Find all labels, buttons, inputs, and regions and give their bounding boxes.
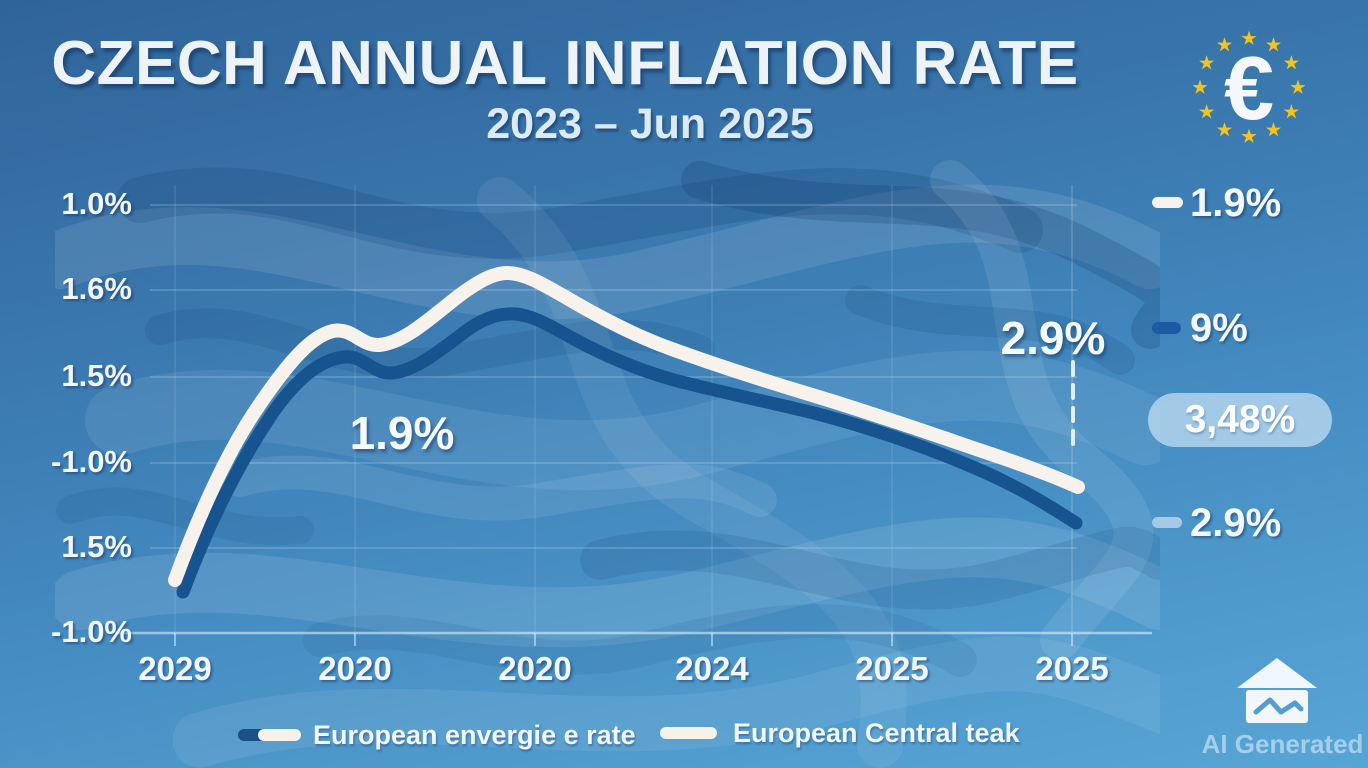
y-tick-label: -1.0% [51, 614, 132, 649]
side-legend-swatch-light-blue [1152, 517, 1182, 528]
page-subtitle: 2023 – Jun 2025 [486, 100, 814, 148]
y-tick-label: 1.5% [61, 358, 132, 393]
y-tick-label: -1.0% [51, 444, 132, 479]
side-legend-swatch-white [1152, 197, 1183, 208]
y-tick-label: 1.0% [61, 186, 132, 221]
eu-star-icon: ★ [1193, 78, 1208, 97]
ai-generated-watermark: AI Generated [1201, 729, 1364, 759]
eu-star-icon: ★ [1199, 54, 1215, 73]
eu-star-icon: ★ [1284, 103, 1300, 122]
series-line-dark-blue [176, 307, 1083, 599]
x-tick-label: 2025 [1035, 650, 1109, 687]
x-tick-label: 2029 [138, 650, 212, 687]
eu-star-icon: ★ [1284, 54, 1300, 73]
series-line-white [168, 266, 1085, 587]
eu-star-icon: ★ [1199, 103, 1215, 122]
x-tick-label: 2025 [855, 650, 929, 687]
x-tick-label: 2020 [498, 650, 572, 687]
x-axis-ticks [174, 633, 1073, 646]
eu-star-icon: ★ [1241, 29, 1257, 48]
bottom-legend-swatch-white [660, 727, 717, 739]
x-tick-label: 2024 [675, 650, 749, 687]
side-legend-label: 2.9% [1190, 501, 1282, 545]
eu-star-icon: ★ [1266, 36, 1282, 55]
mini-trend-line-icon [1253, 697, 1304, 715]
plot-annotation: 2.9% [1000, 312, 1106, 364]
euro-stars-emblem-icon: ★ ★ ★ ★ ★ ★ ★ ★ ★ ★ ★ ★ € [1193, 29, 1305, 146]
house-chart-icon [1237, 658, 1317, 723]
eu-star-icon: ★ [1217, 36, 1233, 55]
bottom-legend-label: European envergie e rate [313, 720, 636, 750]
side-legend-label: 9% [1190, 306, 1248, 350]
eu-star-icon: ★ [1217, 120, 1233, 139]
side-legend-swatch-dark-blue [1152, 322, 1181, 334]
side-legend-label: 1.9% [1190, 181, 1282, 225]
euro-symbol: € [1224, 39, 1274, 139]
y-tick-label: 1.6% [61, 271, 132, 306]
eu-star-icon: ★ [1290, 78, 1305, 97]
y-tick-label: 1.5% [61, 529, 132, 564]
horizontal-gridlines [150, 204, 1077, 549]
bottom-legend-label: European Central teak [733, 718, 1020, 748]
page-title: CZECH ANNUAL INFLATION RATE [51, 29, 1079, 98]
bottom-legend-swatch-white-overlap [258, 729, 301, 741]
eu-star-icon: ★ [1241, 127, 1257, 146]
eu-star-icon: ★ [1266, 120, 1282, 139]
x-tick-label: 2020 [318, 650, 392, 687]
side-legend-value-pill: 3,48% [1148, 393, 1332, 447]
vertical-gridlines [174, 185, 1073, 632]
plot-annotation: 1.9% [349, 407, 455, 459]
